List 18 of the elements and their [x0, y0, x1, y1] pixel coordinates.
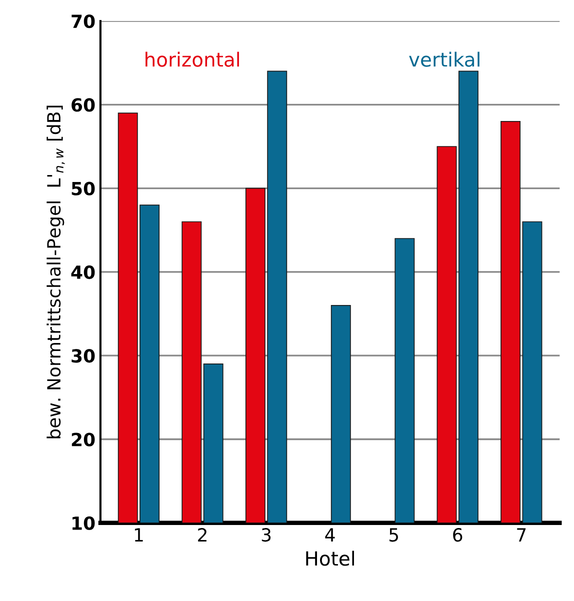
y-tick-label: 40 [71, 265, 95, 280]
series-label: vertikal [409, 52, 480, 67]
y-tick-label: 30 [72, 349, 95, 363]
y-axis-title: bew. Normtrittschall-Pegel L'$_{n,w}$ [dB] [46, 106, 65, 438]
x-tick-label: 2 [198, 528, 206, 542]
x-tick-label: 4 [325, 528, 335, 542]
x-axis-title: Hotel [306, 550, 354, 566]
y-tick-label: 20 [72, 432, 95, 446]
y-tick-label: 50 [72, 182, 95, 196]
y-tick-label: 70 [72, 14, 95, 28]
y-tick-label: 10 [72, 516, 95, 530]
x-tick-label: 7 [517, 528, 526, 542]
text: horizontal [146, 52, 239, 67]
x-tick-label: 1 [134, 528, 143, 542]
x-tick-label: 6 [453, 528, 462, 542]
y-tick-label: 60 [72, 98, 95, 112]
x-tick-label: 5 [389, 528, 398, 542]
x-tick-label: 3 [262, 528, 271, 542]
